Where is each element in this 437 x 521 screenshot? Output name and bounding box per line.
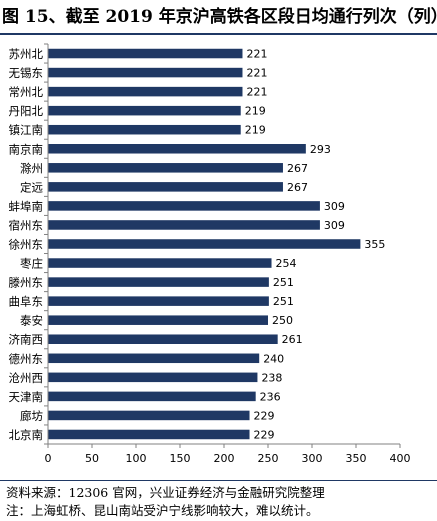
source-note: 资料来源：12306 官网，兴业证券经济与金融研究院整理 bbox=[6, 485, 325, 500]
bar bbox=[48, 429, 250, 440]
bar bbox=[48, 182, 283, 192]
category-label: 徐州东 bbox=[9, 238, 44, 252]
value-label: 250 bbox=[272, 314, 293, 327]
category-label: 滕州东 bbox=[9, 276, 44, 290]
category-label: 北京南 bbox=[9, 428, 44, 442]
x-tick-label: 250 bbox=[258, 452, 279, 465]
category-label: 苏州北 bbox=[9, 47, 44, 61]
category-label: 南京南 bbox=[9, 142, 44, 156]
footer-divider bbox=[0, 480, 437, 481]
bar bbox=[48, 48, 243, 59]
bar bbox=[48, 410, 250, 421]
value-label: 221 bbox=[246, 86, 267, 99]
category-label: 镇江南 bbox=[9, 123, 44, 137]
bar bbox=[48, 258, 272, 268]
value-label: 251 bbox=[273, 276, 294, 289]
x-tick-label: 200 bbox=[214, 452, 235, 465]
x-tick-label: 400 bbox=[390, 452, 411, 465]
title-divider bbox=[0, 33, 437, 35]
value-label: 219 bbox=[245, 124, 266, 137]
bar bbox=[48, 296, 269, 306]
value-label: 251 bbox=[273, 295, 294, 308]
category-label: 枣庄 bbox=[20, 257, 43, 271]
bar bbox=[48, 124, 241, 135]
value-label: 355 bbox=[364, 238, 385, 251]
bar bbox=[48, 372, 258, 383]
value-label: 293 bbox=[310, 143, 331, 156]
bar bbox=[48, 277, 269, 287]
value-label: 309 bbox=[324, 200, 345, 213]
x-tick-label: 0 bbox=[45, 452, 52, 465]
category-label: 定远 bbox=[20, 180, 43, 194]
category-label: 沧州西 bbox=[9, 371, 44, 385]
bar bbox=[48, 105, 241, 116]
value-label: 229 bbox=[254, 409, 275, 422]
value-label: 261 bbox=[282, 333, 303, 346]
category-label: 泰安 bbox=[20, 314, 43, 328]
value-label: 221 bbox=[246, 67, 267, 80]
x-tick-label: 300 bbox=[302, 452, 323, 465]
bar bbox=[48, 144, 306, 154]
bar bbox=[48, 353, 260, 364]
footnote: 注：上海虹桥、昆山南站受沪宁线影响较大，难以统计。 bbox=[6, 503, 319, 518]
category-label: 天津南 bbox=[9, 390, 44, 404]
bar bbox=[48, 391, 256, 402]
chart-title: 图 15、截至 2019 年京沪高铁各区段日均通行列次（列） bbox=[2, 7, 437, 27]
category-label: 蚌埠南 bbox=[9, 199, 44, 213]
value-label: 309 bbox=[324, 219, 345, 232]
x-tick-label: 350 bbox=[346, 452, 367, 465]
value-label: 254 bbox=[276, 257, 297, 270]
category-label: 滁州 bbox=[20, 161, 43, 175]
value-label: 267 bbox=[287, 162, 308, 175]
value-label: 240 bbox=[263, 352, 284, 365]
category-label: 常州北 bbox=[9, 85, 44, 99]
category-label: 德州东 bbox=[9, 352, 44, 366]
bar bbox=[48, 220, 320, 230]
bar bbox=[48, 201, 320, 211]
value-label: 221 bbox=[246, 48, 267, 61]
x-tick-label: 100 bbox=[126, 452, 147, 465]
value-label: 229 bbox=[254, 428, 275, 441]
value-label: 236 bbox=[260, 390, 281, 403]
bar bbox=[48, 163, 283, 173]
value-label: 267 bbox=[287, 181, 308, 194]
value-label: 238 bbox=[261, 371, 282, 384]
category-label: 曲阜东 bbox=[9, 295, 44, 309]
bar bbox=[48, 239, 361, 249]
bar bbox=[48, 67, 243, 78]
bar bbox=[48, 315, 268, 325]
x-tick-label: 50 bbox=[85, 452, 99, 465]
category-label: 宿州东 bbox=[9, 218, 44, 232]
value-label: 219 bbox=[245, 105, 266, 118]
category-label: 廊坊 bbox=[20, 409, 43, 423]
bar-chart: 0 50 100 150 200 250 300 350 400 苏州北 221 无锡东 221 常州北 2… bbox=[9, 43, 411, 465]
category-label: 济南西 bbox=[9, 333, 44, 347]
x-tick-label: 150 bbox=[170, 452, 191, 465]
bar bbox=[48, 334, 278, 344]
bar bbox=[48, 86, 243, 97]
category-label: 无锡东 bbox=[9, 66, 44, 80]
category-label: 丹阳北 bbox=[9, 104, 44, 118]
